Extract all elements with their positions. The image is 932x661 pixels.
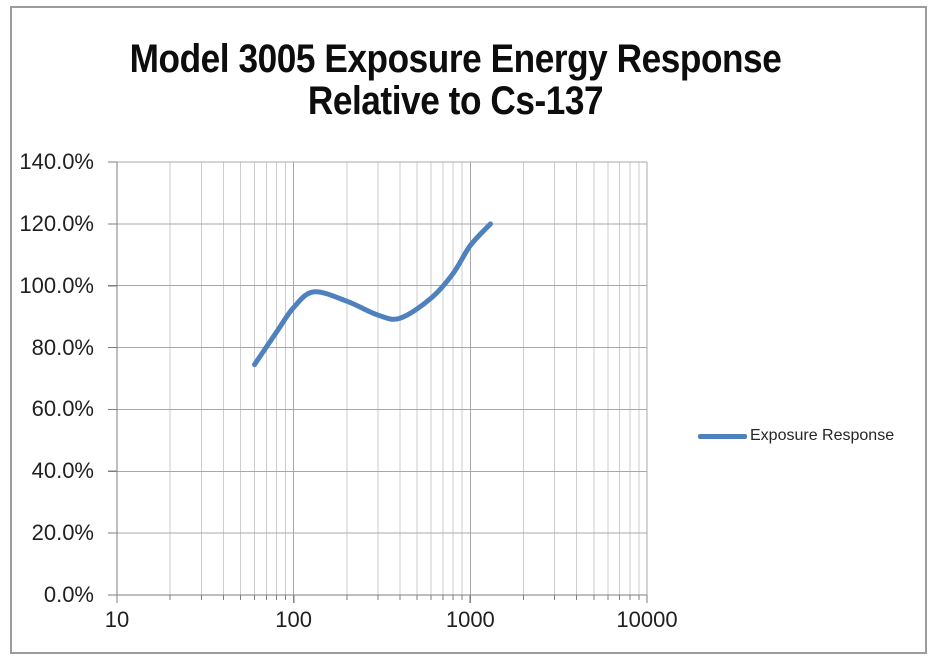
y-axis-tick-label: 20.0%: [31, 520, 94, 546]
x-axis-tick-label: 100: [275, 607, 313, 632]
x-axis-tick-label: 10: [104, 607, 130, 632]
legend-line-swatch: [698, 433, 747, 439]
x-axis-tick-label: 1000: [445, 607, 495, 632]
y-axis-tick-label: 60.0%: [31, 396, 94, 422]
chart-outer-border: [10, 6, 927, 654]
chart-title: Model 3005 Exposure Energy Response Rela…: [55, 38, 857, 122]
series-curve-exposure-response: [252, 221, 493, 368]
y-axis-tick-label: 40.0%: [31, 458, 94, 484]
y-axis-tick-label: 100.0%: [19, 272, 94, 298]
x-axis-tick-label: 10000: [616, 607, 678, 632]
y-axis-tick-label: 140.0%: [19, 149, 94, 174]
y-axis-tick-label: 80.0%: [31, 334, 94, 360]
y-axis-tick-label: 120.0%: [19, 210, 94, 236]
legend: Exposure Response: [698, 427, 894, 445]
chart-title-line-2: Relative to Cs-137: [307, 79, 604, 123]
chart-title-line-1: Model 3005 Exposure Energy Response: [129, 37, 782, 81]
y-axis-tick-label: 0.0%: [43, 582, 94, 607]
legend-series-label: Exposure Response: [750, 427, 895, 444]
